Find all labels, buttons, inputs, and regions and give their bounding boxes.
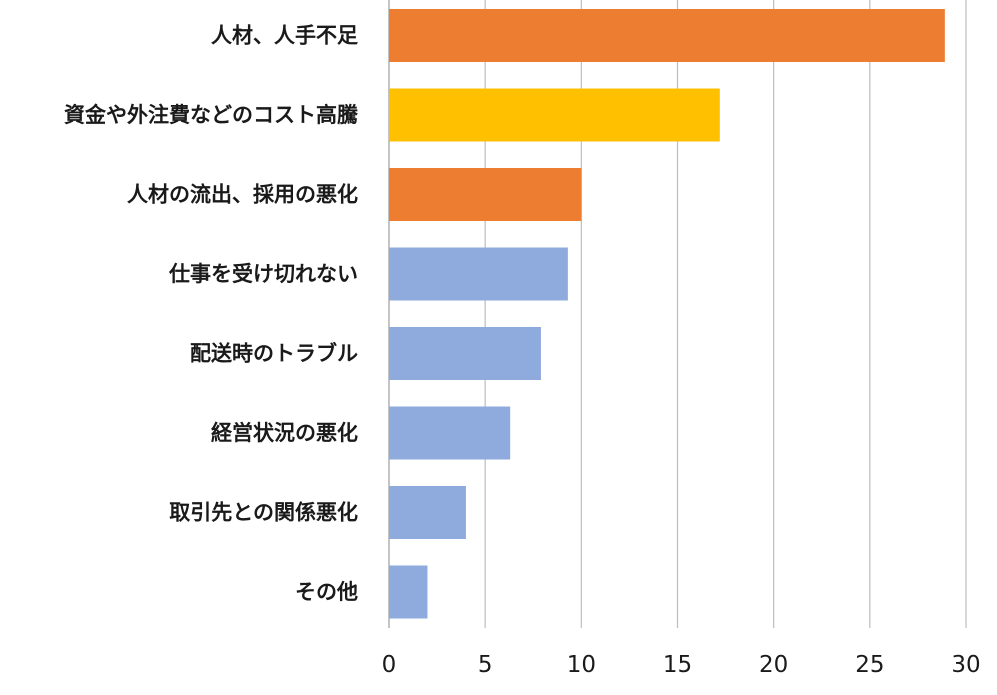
x-axis-ticks: 0 5 10 15 20 25 30 xyxy=(382,652,981,678)
bar xyxy=(389,565,428,619)
category-label: 仕事を受け切れない xyxy=(168,262,358,286)
bars xyxy=(389,9,945,619)
x-tick-label: 0 xyxy=(382,652,397,678)
category-label: 取引先との関係悪化 xyxy=(169,501,358,525)
category-label: 人材、人手不足 xyxy=(211,24,358,48)
x-tick-label: 30 xyxy=(951,652,980,678)
x-tick-label: 10 xyxy=(567,652,596,678)
bar xyxy=(389,486,466,539)
category-label: 配送時のトラブル xyxy=(190,342,358,366)
x-tick-label: 15 xyxy=(663,652,692,678)
category-labels: 人材、人手不足資金や外注費などのコスト高騰人材の流出、採用の悪化仕事を受け切れな… xyxy=(64,24,359,605)
category-label: その他 xyxy=(295,580,358,604)
bar xyxy=(389,88,720,142)
bar xyxy=(389,247,568,301)
bar xyxy=(389,406,511,460)
bar xyxy=(389,9,945,62)
x-tick-label: 5 xyxy=(478,652,493,678)
x-tick-label: 20 xyxy=(759,652,788,678)
bar xyxy=(389,168,582,221)
category-label: 経営状況の悪化 xyxy=(211,421,358,445)
category-label: 資金や外注費などのコスト高騰 xyxy=(64,103,359,127)
category-label: 人材の流出、採用の悪化 xyxy=(127,183,358,207)
x-tick-label: 25 xyxy=(855,652,884,678)
bar xyxy=(389,327,541,380)
